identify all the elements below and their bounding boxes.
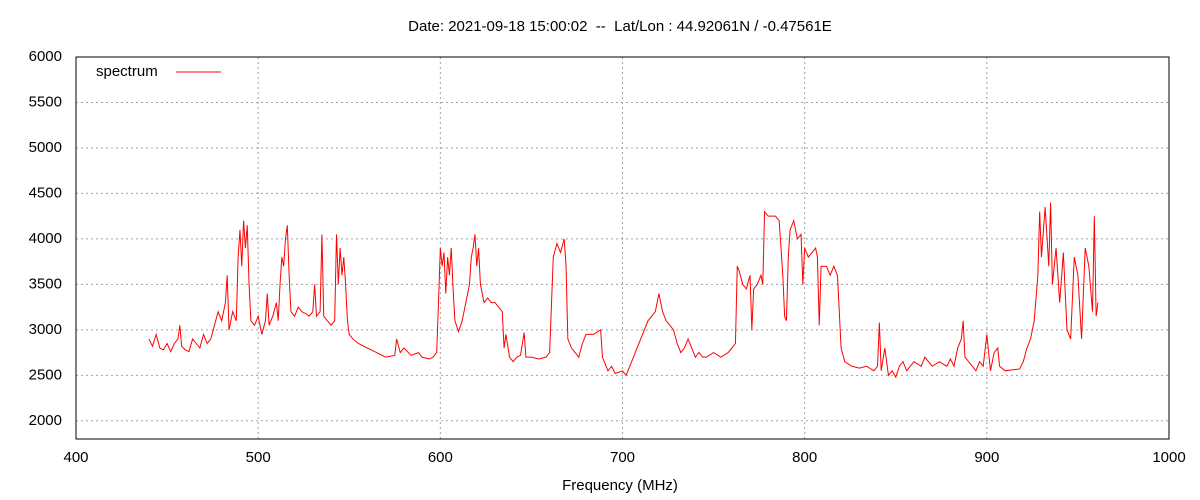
x-tick-label: 800: [792, 449, 817, 466]
y-tick-label: 5500: [29, 93, 62, 110]
y-tick-label: 3500: [29, 275, 62, 292]
y-tick-label: 3000: [29, 321, 62, 338]
x-tick-label: 600: [428, 449, 453, 466]
x-tick-label: 400: [63, 449, 88, 466]
plot-frame: [75, 56, 1170, 440]
legend-label: spectrum: [96, 63, 158, 80]
x-tick-label: 700: [610, 449, 635, 466]
y-tick-label: 4000: [29, 230, 62, 247]
x-tick-label: 500: [246, 449, 271, 466]
y-tick-label: 2000: [29, 412, 62, 429]
y-tick-label: 5000: [29, 139, 62, 156]
x-axis-label: Frequency (MHz): [562, 477, 678, 494]
x-tick-label: 900: [974, 449, 999, 466]
y-tick-label: 2500: [29, 366, 62, 383]
chart-title: Date: 2021-09-18 15:00:02 -- Lat/Lon : 4…: [408, 18, 832, 35]
series-line: [148, 202, 1099, 379]
y-tick-label: 4500: [29, 184, 62, 201]
y-tick-label: 6000: [29, 48, 62, 65]
x-tick-label: 1000: [1152, 449, 1185, 466]
